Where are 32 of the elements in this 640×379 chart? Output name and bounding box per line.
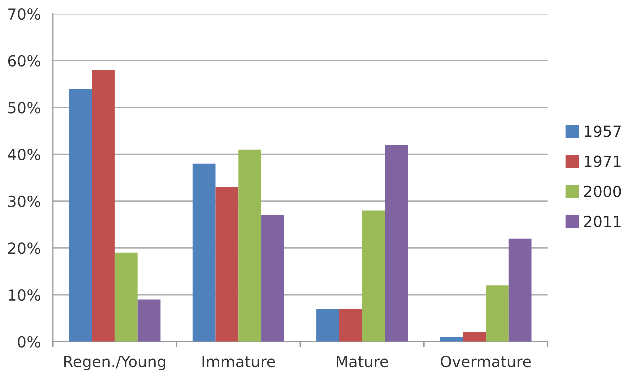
bar xyxy=(114,252,138,342)
legend-label: 1971 xyxy=(585,156,621,168)
bar xyxy=(385,145,408,342)
bar xyxy=(463,332,486,342)
y-tick-label: 20% xyxy=(8,242,40,254)
bar xyxy=(192,164,216,342)
x-tick-label: Regen./Young xyxy=(64,356,166,371)
bar xyxy=(69,88,92,342)
bar xyxy=(339,309,362,342)
bar xyxy=(508,238,532,342)
y-tick-label: 10% xyxy=(9,289,40,302)
bar xyxy=(238,150,262,342)
y-tick-label: 70% xyxy=(8,8,40,20)
legend-label: 1957 xyxy=(585,126,621,138)
x-tick-label: Mature xyxy=(337,356,388,368)
legend-label: 2000 xyxy=(584,186,622,198)
x-tick-label: Overmature xyxy=(440,356,532,368)
bar xyxy=(316,309,340,342)
bar xyxy=(362,210,386,342)
bar xyxy=(440,337,464,342)
y-tick-label: 50% xyxy=(8,102,40,114)
bar xyxy=(92,70,115,342)
legend-label: 2011 xyxy=(584,216,621,228)
y-tick-label: 40% xyxy=(8,148,40,161)
y-tick-label: 30% xyxy=(8,196,40,208)
bar xyxy=(138,300,161,342)
y-tick-label: 0% xyxy=(18,336,40,348)
bar xyxy=(262,215,284,342)
y-tick-label: 60% xyxy=(8,55,40,67)
bar xyxy=(216,187,239,342)
x-tick-label: Immature xyxy=(202,356,276,368)
bar xyxy=(486,286,509,342)
